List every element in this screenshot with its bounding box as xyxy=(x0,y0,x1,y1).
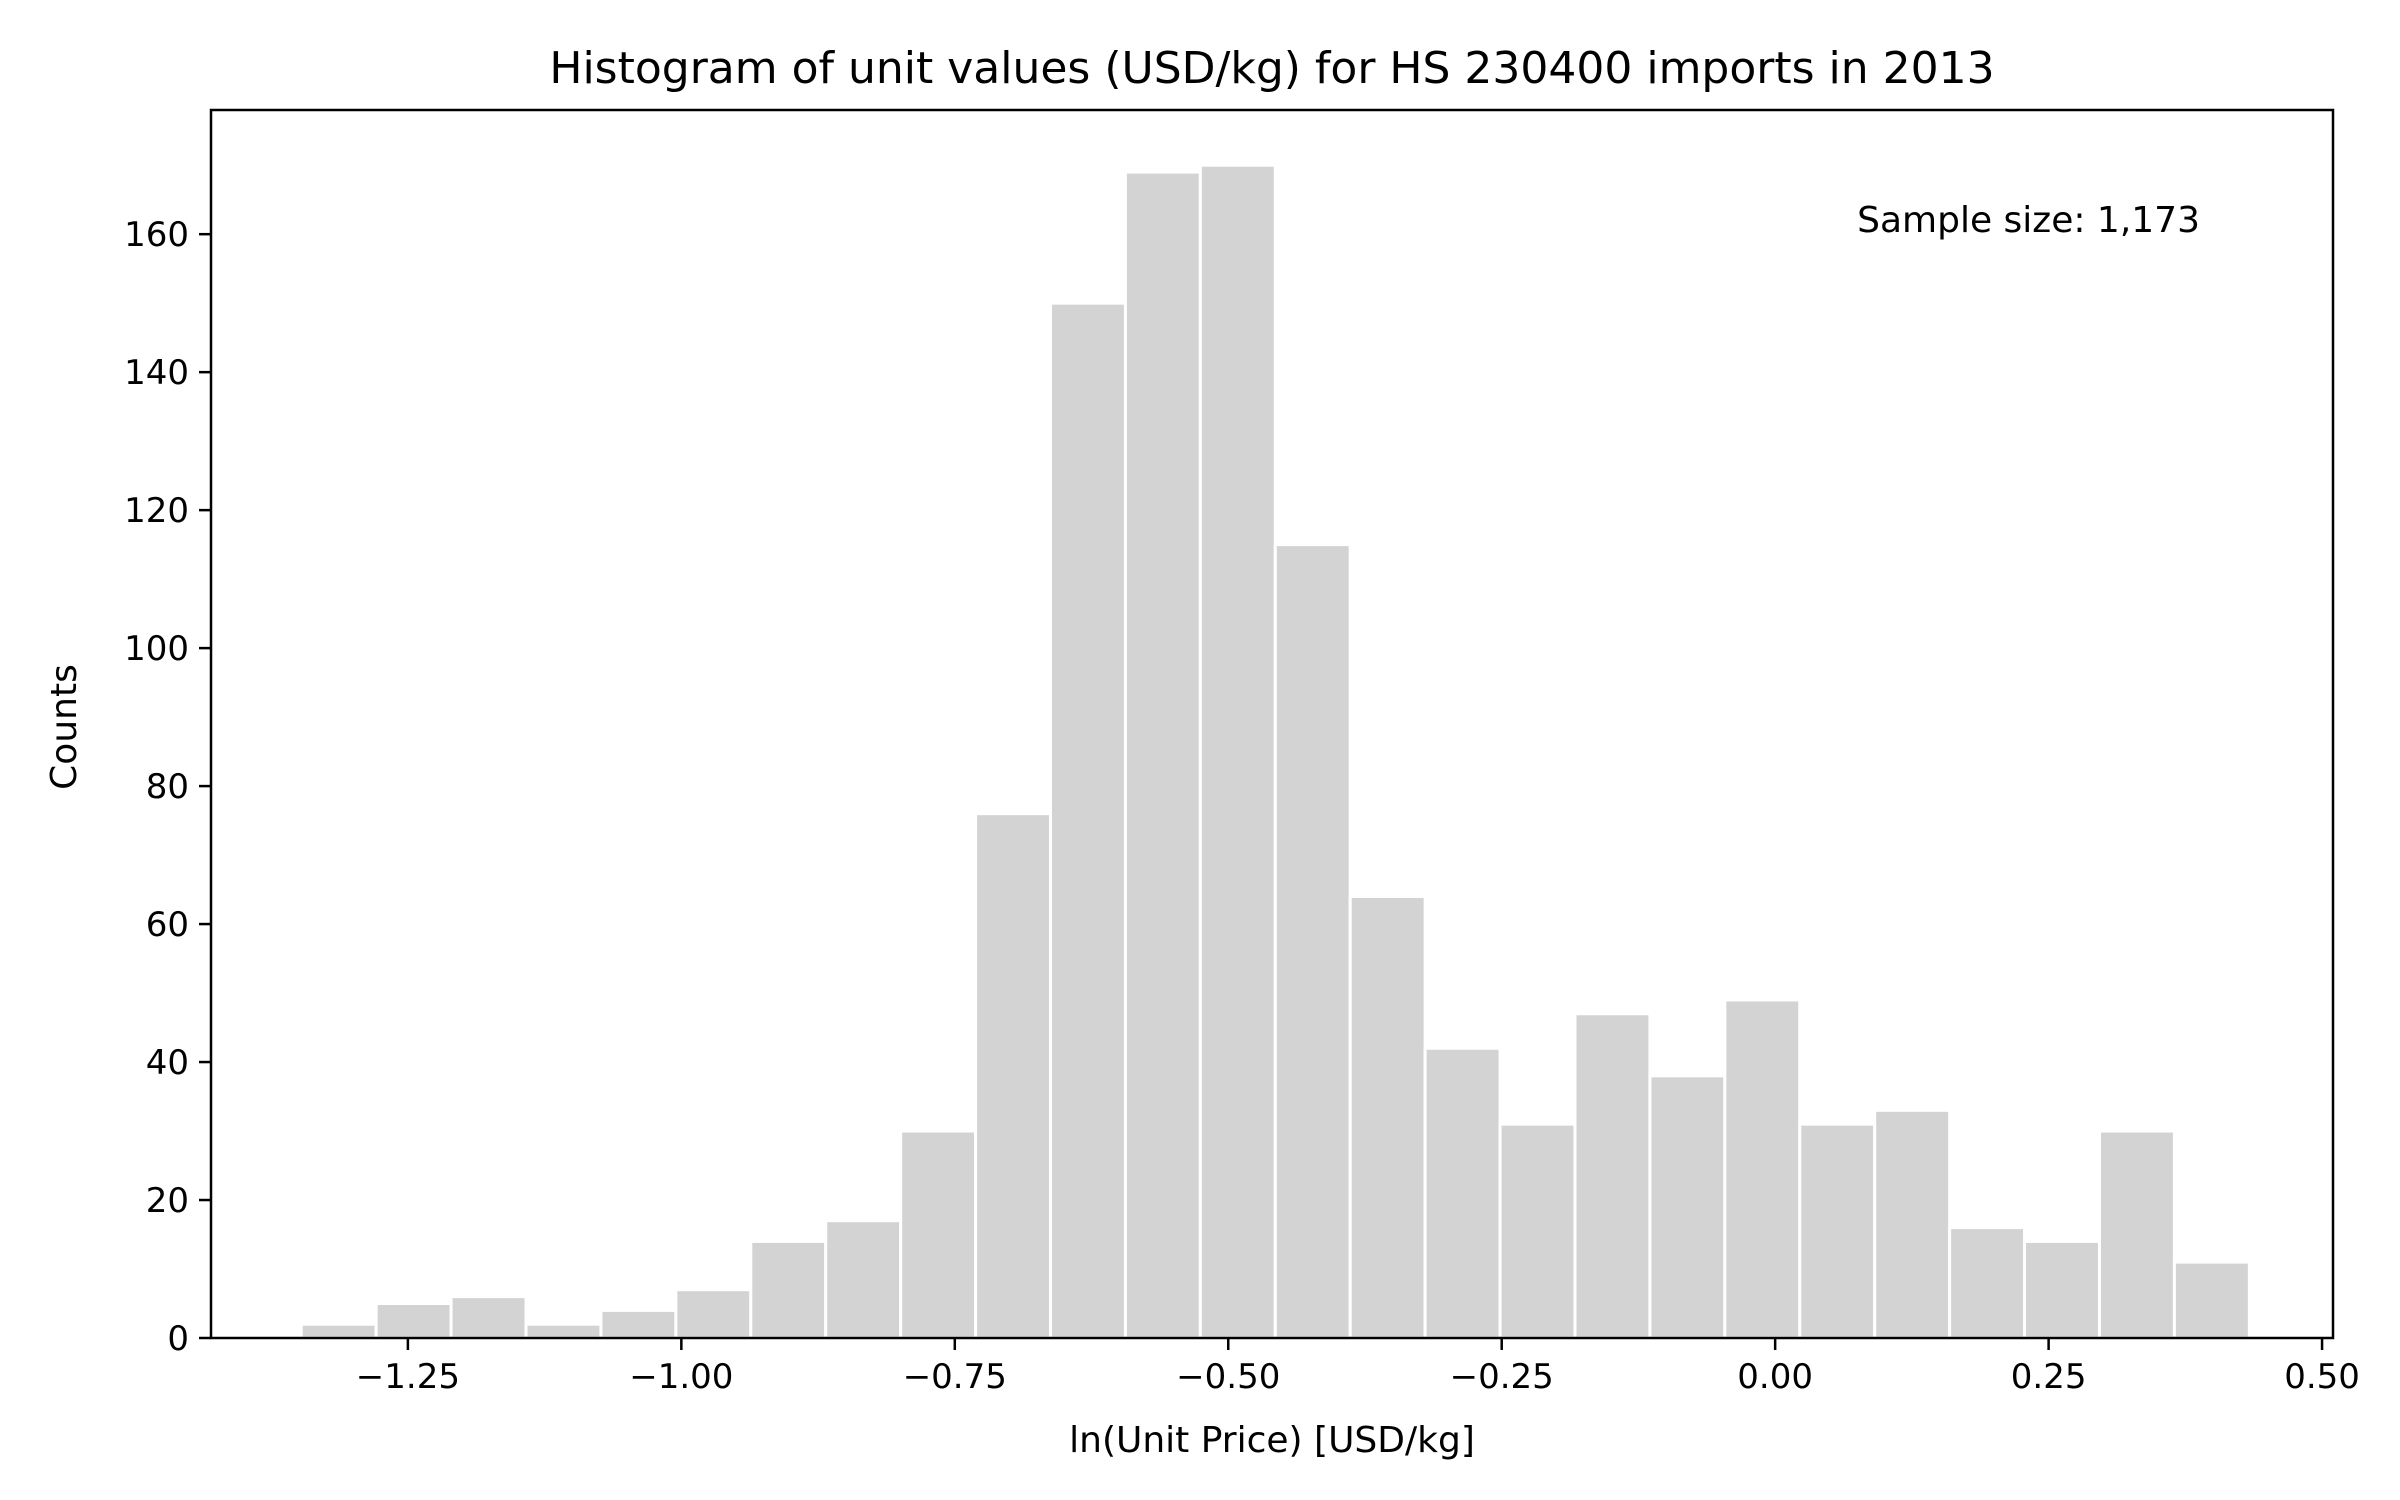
x-tick-label: 0.25 xyxy=(2011,1357,2087,1397)
histogram-bar xyxy=(674,1288,753,1340)
histogram-bar xyxy=(1498,1122,1577,1340)
y-tick-label: 40 xyxy=(146,1043,189,1083)
histogram-bar xyxy=(449,1295,528,1340)
histogram-bar xyxy=(599,1308,678,1340)
histogram-bar xyxy=(374,1302,453,1340)
x-tick-label: −0.75 xyxy=(903,1357,1007,1397)
histogram-bar xyxy=(1123,170,1202,1340)
x-tick-label: −0.25 xyxy=(1450,1357,1554,1397)
y-tick-label: 140 xyxy=(124,353,189,393)
histogram-bar xyxy=(1948,1226,2027,1340)
x-tick-label: 0.50 xyxy=(2284,1357,2360,1397)
x-axis-label: ln(Unit Price) [USD/kg] xyxy=(1069,1420,1475,1461)
y-tick-label: 20 xyxy=(146,1181,189,1221)
y-tick-label: 0 xyxy=(167,1319,189,1359)
histogram-bar xyxy=(2172,1260,2251,1340)
y-tick-label: 120 xyxy=(124,491,189,531)
histogram-bar xyxy=(299,1322,378,1340)
histogram-bar xyxy=(1273,543,1352,1340)
histogram-bar xyxy=(1648,1074,1727,1340)
histogram-bar xyxy=(1573,1012,1652,1340)
x-tick-label: 0.00 xyxy=(1737,1357,1813,1397)
y-tick-label: 80 xyxy=(146,767,189,807)
histogram-bar xyxy=(2097,1129,2176,1340)
y-tick-label: 60 xyxy=(146,905,189,945)
histogram-bar xyxy=(1049,301,1127,1340)
y-tick-label: 100 xyxy=(124,629,189,669)
x-tick-label: −0.50 xyxy=(1176,1357,1280,1397)
x-axis-ticks: −1.25 −1.00 −0.75 −0.50 −0.25 0.00 0.25 0.50 xyxy=(356,1338,2360,1397)
histogram-bar xyxy=(1798,1122,1877,1340)
histogram-bar xyxy=(749,1239,828,1340)
histogram-bar xyxy=(899,1129,978,1340)
histogram-bar xyxy=(1348,894,1427,1340)
histogram-bar xyxy=(1873,1108,1952,1340)
histogram-bar xyxy=(2023,1239,2101,1340)
histogram-bar xyxy=(824,1219,903,1340)
histogram-bar xyxy=(1723,998,1802,1340)
x-tick-label: −1.00 xyxy=(629,1357,733,1397)
histogram-bar xyxy=(1198,163,1277,1340)
y-tick-label: 160 xyxy=(124,215,189,255)
histogram-bar xyxy=(524,1322,603,1340)
x-tick-label: −1.25 xyxy=(356,1357,460,1397)
histogram-bars xyxy=(299,163,2251,1340)
histogram-bar xyxy=(1423,1046,1502,1340)
histogram-bar xyxy=(974,812,1053,1340)
sample-size-annotation: Sample size: 1,173 xyxy=(1857,200,2200,241)
y-axis-label: Counts xyxy=(44,664,85,790)
y-axis-ticks: 0 20 40 60 80 100 120 140 160 xyxy=(124,215,211,1359)
chart-title: Histogram of unit values (USD/kg) for HS… xyxy=(549,43,1994,94)
plot-frame xyxy=(209,108,2335,1340)
